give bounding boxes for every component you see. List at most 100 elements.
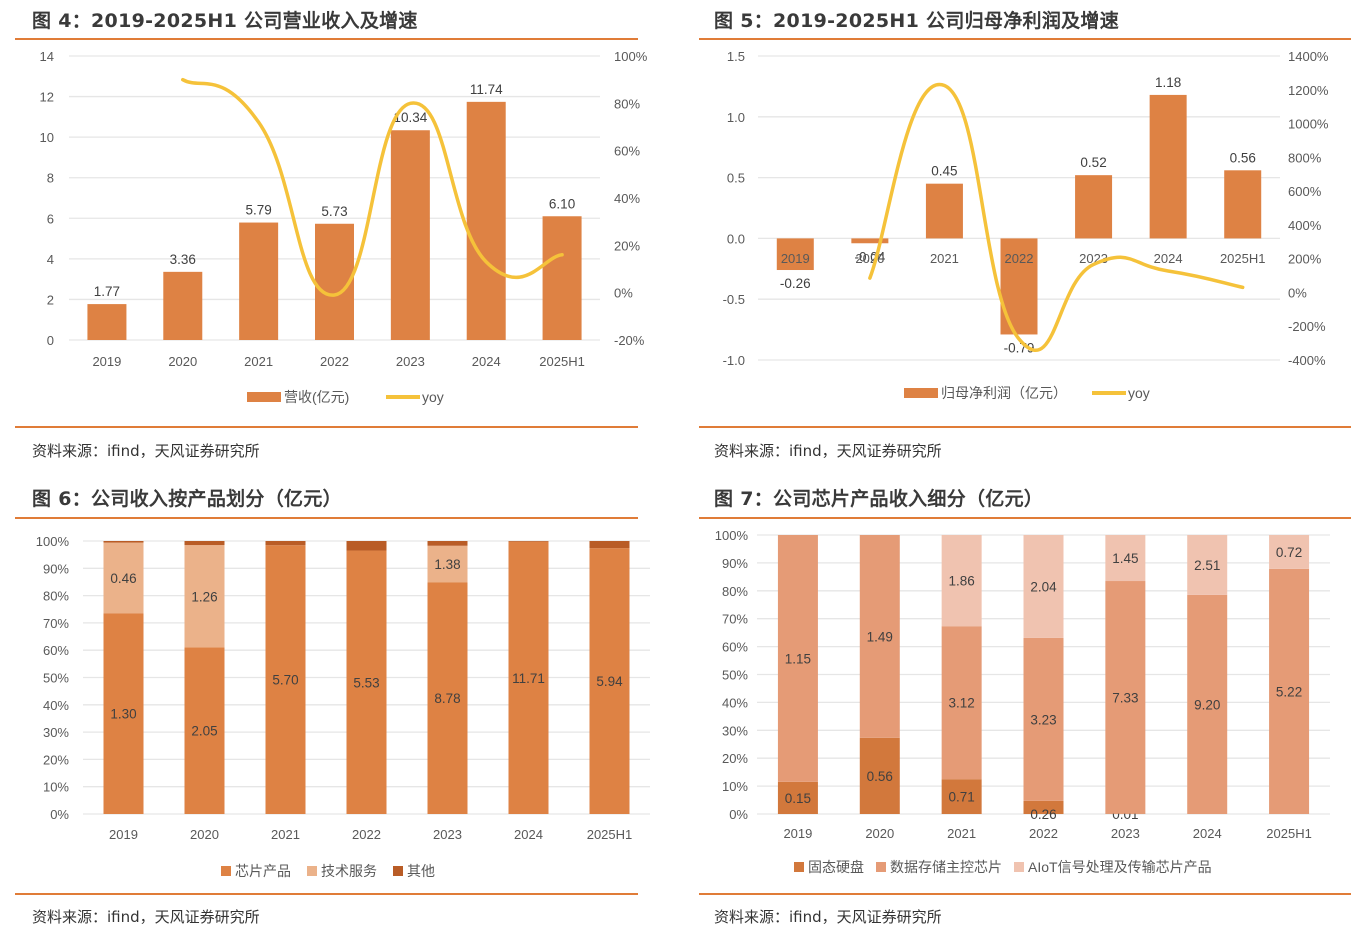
bar-segment-2025H1-s2: [589, 541, 630, 549]
segment-data-label: 0.26: [1030, 807, 1056, 822]
segment-data-label: 1.30: [110, 707, 136, 722]
bar-data-label: 10.34: [393, 110, 427, 125]
x-tick-label: 2021: [947, 826, 976, 841]
y-left-tick-label: 12: [40, 90, 54, 105]
legend-label-2: 其他: [407, 863, 435, 879]
figure-5-title: 图 5：2019-2025H1 公司归母净利润及增速: [714, 10, 1120, 32]
legend-swatch-bar: [904, 388, 938, 398]
x-tick-label: 2023: [433, 827, 462, 842]
bar-data-label: 11.74: [470, 82, 503, 97]
y-tick-label: 30%: [722, 723, 748, 738]
x-tick-label: 2020: [865, 826, 894, 841]
figure-4-title: 图 4：2019-2025H1 公司营业收入及增速: [32, 10, 418, 32]
figure-6-bottom-rule: [15, 893, 638, 895]
bar-segment-2020-s0: [859, 737, 900, 814]
x-tick-label: 2023: [396, 354, 425, 369]
x-tick-label: 2024: [1193, 826, 1222, 841]
bar-2023: [1075, 175, 1113, 239]
bar-segment-2024-s0: [508, 541, 549, 814]
legend-label-bar: 营收(亿元): [284, 389, 349, 405]
bar-segment-2022-s2: [346, 541, 387, 551]
bar-2020: [163, 271, 203, 340]
figure-5-bottom-rule: [699, 426, 1351, 428]
segment-data-label: 0.71: [949, 790, 975, 805]
y-right-tick-label: -20%: [614, 333, 645, 348]
bar-segment-2024-s2: [1187, 535, 1228, 595]
figure-7-bottom-rule: [699, 893, 1351, 895]
y-tick-label: 0%: [50, 807, 69, 822]
y-tick-label: 70%: [722, 612, 748, 627]
y-tick-label: 60%: [722, 640, 748, 655]
figure-7-title: 图 7：公司芯片产品收入细分（亿元）: [714, 488, 1044, 510]
bar-2023: [390, 130, 430, 340]
x-tick-label: 2025H1: [1266, 826, 1312, 841]
bar-segment-2019-s2: [103, 541, 144, 543]
x-tick-label: 2022: [1005, 251, 1034, 266]
bar-segment-2023-s0: [427, 582, 468, 814]
segment-data-label: 0.15: [785, 791, 811, 806]
bar-segment-2024-s1: [1187, 594, 1228, 814]
bar-data-label: 0.45: [931, 164, 957, 179]
bar-segment-2020-s1: [859, 535, 900, 738]
y-tick-label: 90%: [722, 556, 748, 571]
bar-data-label: 3.36: [170, 252, 196, 267]
y-tick-label: 10%: [722, 779, 748, 794]
segment-data-label: 3.23: [1030, 712, 1056, 727]
y-tick-label: 100%: [36, 534, 70, 549]
y-right-tick-label: 1000%: [1288, 117, 1329, 132]
bar-data-label: 6.10: [549, 196, 575, 211]
y-left-tick-label: 1.5: [727, 49, 745, 64]
bar-data-label: -0.26: [780, 276, 811, 291]
bar-segment-2020-s1: [184, 545, 225, 648]
x-tick-label: 2023: [1111, 826, 1140, 841]
segment-data-label: 1.15: [785, 651, 811, 666]
bar-segment-2019-s0: [103, 613, 144, 814]
y-tick-label: 40%: [722, 695, 748, 710]
legend-swatch-1: [876, 862, 886, 872]
bar-segment-2021-s0: [941, 779, 982, 814]
bar-2025H1: [542, 216, 582, 340]
x-tick-label: 2025H1: [1220, 251, 1266, 266]
y-right-tick-label: 0%: [614, 286, 633, 301]
x-tick-label: 2019: [109, 827, 138, 842]
bar-2019: [87, 304, 127, 340]
yoy-line: [868, 82, 1245, 352]
bar-segment-2023-s1: [1105, 581, 1146, 814]
legend-label-1: 数据存储主控芯片: [890, 859, 1002, 875]
segment-data-label: 1.45: [1112, 551, 1138, 566]
segment-data-label: 0.56: [867, 769, 893, 784]
segment-data-label: 1.26: [191, 589, 217, 604]
figure-5-top-rule: [699, 38, 1351, 40]
bar-data-label: 0.56: [1230, 150, 1256, 165]
x-tick-label: 2019: [92, 354, 121, 369]
x-tick-label: 2021: [271, 827, 300, 842]
x-tick-label: 2019: [781, 251, 810, 266]
figure-7-source: 资料来源：ifind，天风证券研究所: [714, 908, 942, 926]
x-tick-label: 2025H1: [587, 827, 633, 842]
bar-data-label: -0.79: [1004, 340, 1035, 355]
y-tick-label: 40%: [43, 698, 69, 713]
bar-segment-2025H1-s0: [589, 548, 630, 814]
y-right-tick-label: 600%: [1288, 184, 1322, 199]
y-tick-label: 100%: [715, 528, 749, 543]
bar-2024: [1149, 94, 1187, 239]
figure-6-chart: 0% 10% 20% 30% 40% 50% 60% 70% 80% 90% 100% 1.30 0.4…: [36, 534, 650, 879]
x-tick-label: 2020: [168, 354, 197, 369]
legend-label-yoy: yoy: [1128, 385, 1150, 401]
bar-data-label: 1.18: [1155, 75, 1181, 90]
segment-data-label: 5.94: [596, 674, 623, 689]
y-right-tick-label: 0%: [1288, 285, 1307, 300]
segment-data-label: 8.78: [434, 691, 460, 706]
segment-data-label: 1.49: [867, 629, 893, 644]
bar-segment-2019-s0: [777, 781, 818, 814]
bar-segment-2019-s1: [103, 542, 144, 614]
y-right-tick-label: 100%: [614, 49, 648, 64]
figure-6-top-rule: [15, 517, 638, 519]
bar-segment-2022-s0: [1023, 800, 1064, 814]
legend-label-1: 技术服务: [321, 863, 377, 879]
segment-data-label: 0.46: [110, 571, 136, 586]
legend-label-0: 固态硬盘: [808, 859, 864, 875]
yoy-line: [181, 77, 564, 297]
legend-swatch-bar: [247, 392, 281, 402]
y-left-tick-label: 2: [47, 292, 54, 307]
